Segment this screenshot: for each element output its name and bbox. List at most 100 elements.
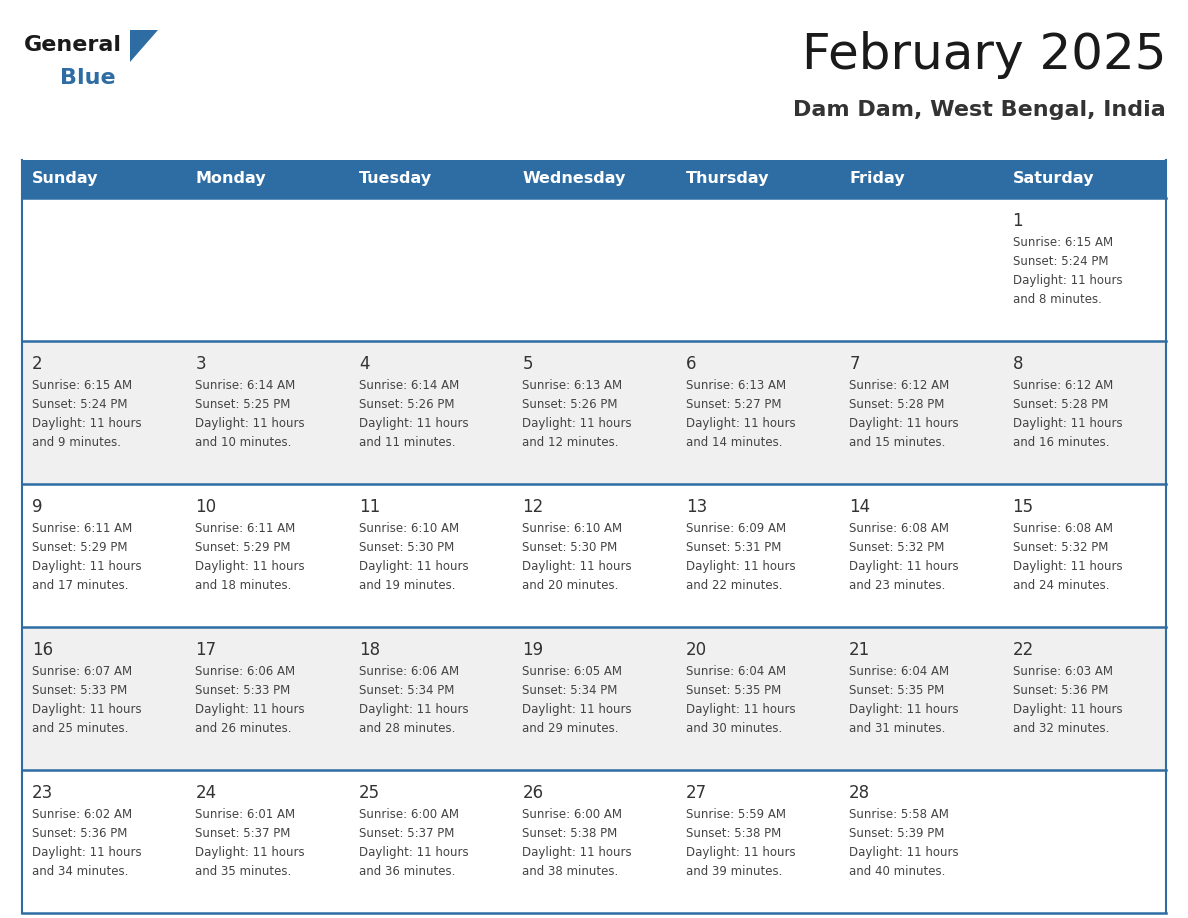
- Text: Sunset: 5:36 PM: Sunset: 5:36 PM: [1012, 684, 1108, 697]
- Text: and 25 minutes.: and 25 minutes.: [32, 722, 128, 735]
- Text: Sunset: 5:38 PM: Sunset: 5:38 PM: [685, 827, 781, 840]
- Text: 9: 9: [32, 498, 43, 516]
- Text: Sunset: 5:35 PM: Sunset: 5:35 PM: [849, 684, 944, 697]
- Text: Daylight: 11 hours: Daylight: 11 hours: [196, 417, 305, 430]
- Text: Sunset: 5:33 PM: Sunset: 5:33 PM: [32, 684, 127, 697]
- Text: Sunset: 5:24 PM: Sunset: 5:24 PM: [32, 398, 127, 411]
- Text: Sunset: 5:32 PM: Sunset: 5:32 PM: [849, 541, 944, 554]
- Text: Daylight: 11 hours: Daylight: 11 hours: [359, 417, 468, 430]
- Text: Sunrise: 6:14 AM: Sunrise: 6:14 AM: [196, 379, 296, 392]
- Text: and 28 minutes.: and 28 minutes.: [359, 722, 455, 735]
- Text: 26: 26: [523, 784, 543, 802]
- Text: Daylight: 11 hours: Daylight: 11 hours: [1012, 417, 1123, 430]
- Text: 12: 12: [523, 498, 544, 516]
- Text: Daylight: 11 hours: Daylight: 11 hours: [1012, 274, 1123, 287]
- Text: Sunrise: 6:00 AM: Sunrise: 6:00 AM: [523, 808, 623, 821]
- Text: General: General: [24, 35, 122, 55]
- Text: and 19 minutes.: and 19 minutes.: [359, 579, 455, 592]
- Text: Sunrise: 6:10 AM: Sunrise: 6:10 AM: [523, 522, 623, 535]
- Bar: [23, 484, 1165, 627]
- Text: Sunrise: 6:02 AM: Sunrise: 6:02 AM: [32, 808, 132, 821]
- Text: Sunset: 5:28 PM: Sunset: 5:28 PM: [849, 398, 944, 411]
- Text: Sunrise: 6:11 AM: Sunrise: 6:11 AM: [32, 522, 132, 535]
- Text: 25: 25: [359, 784, 380, 802]
- Text: Sunset: 5:27 PM: Sunset: 5:27 PM: [685, 398, 782, 411]
- Text: and 31 minutes.: and 31 minutes.: [849, 722, 946, 735]
- Text: Monday: Monday: [196, 172, 266, 186]
- Text: Sunset: 5:30 PM: Sunset: 5:30 PM: [523, 541, 618, 554]
- Text: 8: 8: [1012, 355, 1023, 373]
- Text: Sunset: 5:28 PM: Sunset: 5:28 PM: [1012, 398, 1108, 411]
- Text: Sunrise: 6:03 AM: Sunrise: 6:03 AM: [1012, 665, 1113, 678]
- Text: Sunrise: 6:15 AM: Sunrise: 6:15 AM: [1012, 236, 1113, 249]
- Text: Sunrise: 6:09 AM: Sunrise: 6:09 AM: [685, 522, 785, 535]
- Text: and 18 minutes.: and 18 minutes.: [196, 579, 292, 592]
- Text: Sunset: 5:35 PM: Sunset: 5:35 PM: [685, 684, 781, 697]
- Text: Daylight: 11 hours: Daylight: 11 hours: [685, 417, 795, 430]
- Text: 6: 6: [685, 355, 696, 373]
- Text: and 36 minutes.: and 36 minutes.: [359, 865, 455, 878]
- Text: Tuesday: Tuesday: [359, 172, 432, 186]
- Text: and 39 minutes.: and 39 minutes.: [685, 865, 782, 878]
- Bar: [23, 627, 1165, 770]
- Text: Sunset: 5:32 PM: Sunset: 5:32 PM: [1012, 541, 1108, 554]
- Text: 7: 7: [849, 355, 860, 373]
- Text: and 20 minutes.: and 20 minutes.: [523, 579, 619, 592]
- Text: Sunrise: 6:06 AM: Sunrise: 6:06 AM: [196, 665, 296, 678]
- Text: 4: 4: [359, 355, 369, 373]
- Text: Sunset: 5:25 PM: Sunset: 5:25 PM: [196, 398, 291, 411]
- Text: Daylight: 11 hours: Daylight: 11 hours: [523, 846, 632, 859]
- Text: 16: 16: [32, 641, 53, 659]
- Text: and 23 minutes.: and 23 minutes.: [849, 579, 946, 592]
- Text: and 22 minutes.: and 22 minutes.: [685, 579, 782, 592]
- Text: Daylight: 11 hours: Daylight: 11 hours: [1012, 703, 1123, 716]
- Text: 27: 27: [685, 784, 707, 802]
- Text: Sunrise: 6:01 AM: Sunrise: 6:01 AM: [196, 808, 296, 821]
- Text: 1: 1: [1012, 212, 1023, 230]
- Text: 10: 10: [196, 498, 216, 516]
- Text: and 12 minutes.: and 12 minutes.: [523, 436, 619, 449]
- Text: 20: 20: [685, 641, 707, 659]
- Text: Sunrise: 6:11 AM: Sunrise: 6:11 AM: [196, 522, 296, 535]
- Text: Daylight: 11 hours: Daylight: 11 hours: [359, 560, 468, 573]
- Text: Sunset: 5:29 PM: Sunset: 5:29 PM: [32, 541, 127, 554]
- Text: Sunrise: 6:08 AM: Sunrise: 6:08 AM: [849, 522, 949, 535]
- Text: Sunrise: 6:04 AM: Sunrise: 6:04 AM: [849, 665, 949, 678]
- Text: and 17 minutes.: and 17 minutes.: [32, 579, 128, 592]
- Text: Sunset: 5:33 PM: Sunset: 5:33 PM: [196, 684, 291, 697]
- Text: 28: 28: [849, 784, 871, 802]
- Text: Sunset: 5:38 PM: Sunset: 5:38 PM: [523, 827, 618, 840]
- Text: Thursday: Thursday: [685, 172, 769, 186]
- Text: and 29 minutes.: and 29 minutes.: [523, 722, 619, 735]
- Text: Sunrise: 5:58 AM: Sunrise: 5:58 AM: [849, 808, 949, 821]
- Text: and 9 minutes.: and 9 minutes.: [32, 436, 121, 449]
- Text: 23: 23: [32, 784, 53, 802]
- Text: 3: 3: [196, 355, 206, 373]
- Text: Sunset: 5:37 PM: Sunset: 5:37 PM: [196, 827, 291, 840]
- Text: Sunrise: 5:59 AM: Sunrise: 5:59 AM: [685, 808, 785, 821]
- Text: Sunset: 5:39 PM: Sunset: 5:39 PM: [849, 827, 944, 840]
- Text: Sunrise: 6:06 AM: Sunrise: 6:06 AM: [359, 665, 459, 678]
- Text: Daylight: 11 hours: Daylight: 11 hours: [849, 417, 959, 430]
- Text: and 32 minutes.: and 32 minutes.: [1012, 722, 1108, 735]
- Text: and 24 minutes.: and 24 minutes.: [1012, 579, 1110, 592]
- Text: Sunset: 5:26 PM: Sunset: 5:26 PM: [359, 398, 454, 411]
- Text: Daylight: 11 hours: Daylight: 11 hours: [32, 703, 141, 716]
- Text: Blue: Blue: [61, 68, 115, 88]
- Text: 21: 21: [849, 641, 871, 659]
- Text: Daylight: 11 hours: Daylight: 11 hours: [685, 560, 795, 573]
- Text: 19: 19: [523, 641, 543, 659]
- Text: Sunset: 5:26 PM: Sunset: 5:26 PM: [523, 398, 618, 411]
- Text: and 11 minutes.: and 11 minutes.: [359, 436, 455, 449]
- Text: Sunset: 5:34 PM: Sunset: 5:34 PM: [523, 684, 618, 697]
- Text: Sunset: 5:29 PM: Sunset: 5:29 PM: [196, 541, 291, 554]
- Text: Daylight: 11 hours: Daylight: 11 hours: [359, 846, 468, 859]
- Text: Sunrise: 6:00 AM: Sunrise: 6:00 AM: [359, 808, 459, 821]
- Text: and 30 minutes.: and 30 minutes.: [685, 722, 782, 735]
- Text: Daylight: 11 hours: Daylight: 11 hours: [1012, 560, 1123, 573]
- Text: Daylight: 11 hours: Daylight: 11 hours: [196, 846, 305, 859]
- Text: Daylight: 11 hours: Daylight: 11 hours: [685, 703, 795, 716]
- Polygon shape: [129, 30, 158, 62]
- Text: and 16 minutes.: and 16 minutes.: [1012, 436, 1110, 449]
- Text: Daylight: 11 hours: Daylight: 11 hours: [685, 846, 795, 859]
